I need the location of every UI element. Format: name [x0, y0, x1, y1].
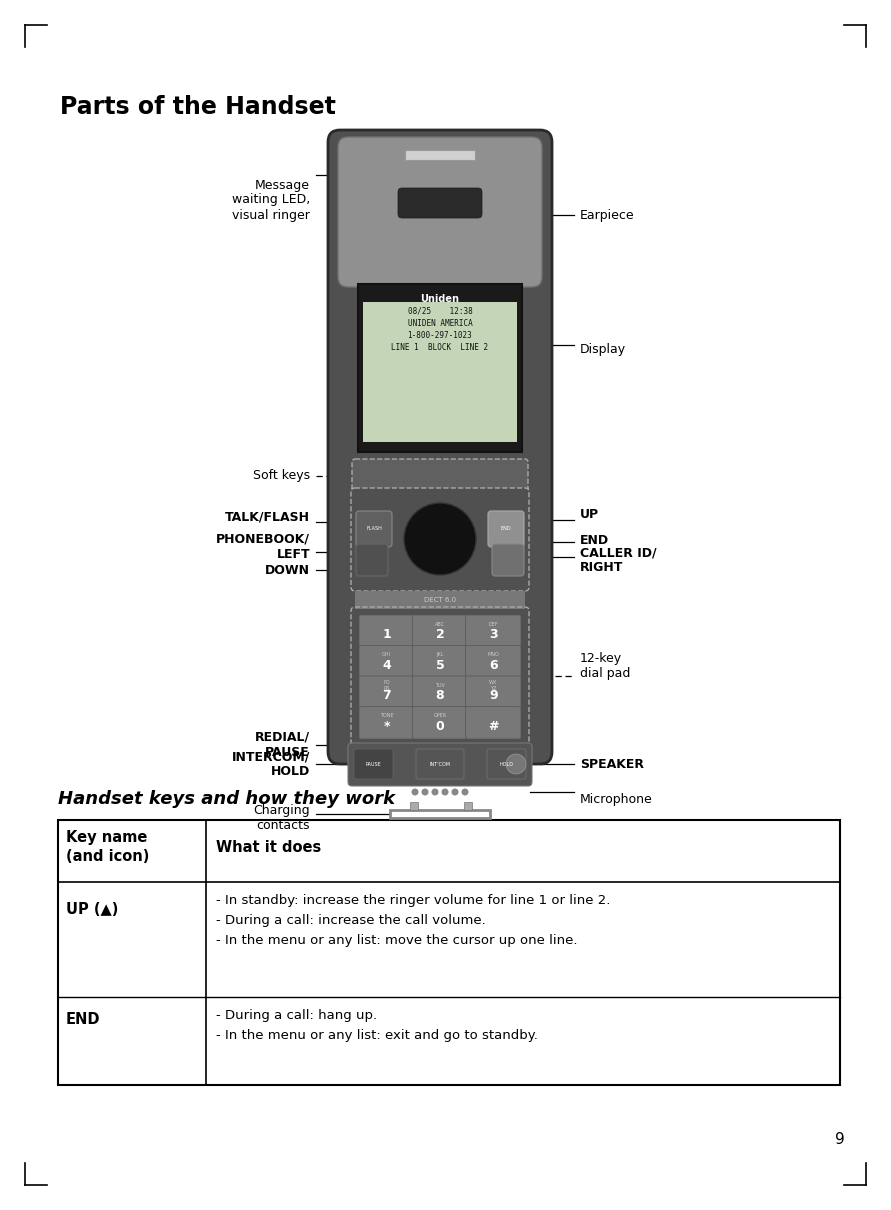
Text: END: END: [66, 1012, 101, 1026]
Text: Microphone: Microphone: [580, 794, 653, 807]
FancyBboxPatch shape: [359, 676, 414, 709]
Text: HOLD: HOLD: [500, 761, 514, 766]
FancyBboxPatch shape: [466, 676, 521, 709]
Text: PQ
RS: PQ RS: [383, 680, 390, 691]
Text: 8: 8: [436, 690, 445, 702]
Text: REDIAL/
PAUSE: REDIAL/ PAUSE: [255, 731, 310, 759]
Bar: [358, 284, 522, 453]
FancyBboxPatch shape: [466, 707, 521, 739]
FancyBboxPatch shape: [413, 615, 468, 647]
FancyBboxPatch shape: [492, 544, 524, 576]
Circle shape: [462, 789, 469, 795]
Text: UP (▲): UP (▲): [66, 903, 119, 917]
Text: ABC: ABC: [435, 622, 445, 627]
FancyBboxPatch shape: [352, 459, 528, 492]
Text: INT'COM: INT'COM: [429, 761, 451, 766]
Text: TUV: TUV: [435, 682, 445, 687]
FancyBboxPatch shape: [359, 645, 414, 678]
Text: END: END: [501, 526, 511, 531]
Text: OPER: OPER: [433, 713, 446, 718]
Text: DEF: DEF: [488, 622, 498, 627]
Text: 0: 0: [436, 720, 445, 733]
Text: 9: 9: [835, 1133, 845, 1147]
FancyBboxPatch shape: [413, 645, 468, 678]
FancyBboxPatch shape: [398, 188, 482, 218]
Text: #: #: [488, 720, 499, 733]
Circle shape: [412, 789, 419, 795]
Text: JKL: JKL: [437, 652, 444, 657]
FancyBboxPatch shape: [413, 707, 468, 739]
Text: PHONEBOOK/
LEFT: PHONEBOOK/ LEFT: [216, 532, 310, 561]
FancyBboxPatch shape: [466, 645, 521, 678]
FancyBboxPatch shape: [328, 129, 552, 764]
Text: Soft keys: Soft keys: [253, 469, 310, 483]
Circle shape: [421, 789, 429, 795]
Circle shape: [404, 503, 476, 575]
Text: TONE: TONE: [380, 713, 394, 718]
FancyBboxPatch shape: [356, 511, 392, 547]
Text: Display: Display: [580, 344, 626, 357]
Text: Uniden: Uniden: [421, 294, 460, 304]
Text: Parts of the Handset: Parts of the Handset: [60, 96, 336, 119]
FancyBboxPatch shape: [338, 137, 542, 287]
Text: 9: 9: [489, 690, 498, 702]
FancyBboxPatch shape: [359, 707, 414, 739]
Text: DOWN: DOWN: [265, 564, 310, 576]
Text: - In standby: increase the ringer volume for line 1 or line 2.
- During a call: : - In standby: increase the ringer volume…: [216, 894, 610, 947]
Text: 6: 6: [489, 658, 498, 672]
Bar: [390, 809, 490, 818]
Text: SPEAKER: SPEAKER: [580, 757, 644, 771]
FancyBboxPatch shape: [413, 676, 468, 709]
FancyBboxPatch shape: [466, 615, 521, 647]
Text: CALLER ID/
RIGHT: CALLER ID/ RIGHT: [580, 546, 657, 574]
Text: 2: 2: [436, 628, 445, 641]
Text: FLASH: FLASH: [366, 526, 382, 531]
Text: 4: 4: [382, 658, 391, 672]
Text: Earpiece: Earpiece: [580, 208, 634, 221]
Text: END: END: [580, 534, 609, 547]
FancyBboxPatch shape: [356, 544, 388, 576]
Text: PAUSE: PAUSE: [365, 761, 380, 766]
Text: 7: 7: [382, 690, 391, 702]
FancyBboxPatch shape: [351, 488, 529, 590]
Bar: [464, 802, 472, 809]
Text: UP: UP: [580, 507, 599, 520]
Text: MNO: MNO: [487, 652, 499, 657]
Text: TALK/FLASH: TALK/FLASH: [225, 511, 310, 524]
Text: 3: 3: [489, 628, 498, 641]
Bar: [58, 820, 840, 1085]
Text: Handset keys and how they work: Handset keys and how they work: [58, 790, 395, 808]
Text: 5: 5: [436, 658, 445, 672]
Circle shape: [452, 789, 459, 795]
Text: What it does: What it does: [216, 840, 322, 855]
Circle shape: [442, 789, 448, 795]
Text: Charging
contacts: Charging contacts: [253, 803, 310, 832]
FancyBboxPatch shape: [487, 749, 526, 779]
Text: 1: 1: [382, 628, 391, 641]
Circle shape: [506, 754, 526, 774]
Text: DECT 6.0: DECT 6.0: [424, 597, 456, 603]
Text: 08/25    12:38
UNIDEN AMERICA
1-800-297-1023
LINE 1  BLOCK  LINE 2: 08/25 12:38 UNIDEN AMERICA 1-800-297-102…: [391, 306, 488, 352]
FancyBboxPatch shape: [348, 743, 532, 786]
Bar: [355, 590, 525, 609]
FancyBboxPatch shape: [354, 749, 393, 779]
FancyBboxPatch shape: [359, 615, 414, 647]
Text: Message
waiting LED,
visual ringer: Message waiting LED, visual ringer: [232, 179, 310, 221]
Text: 12-key
dial pad: 12-key dial pad: [580, 652, 630, 680]
Text: - During a call: hang up.
- In the menu or any list: exit and go to standby.: - During a call: hang up. - In the menu …: [216, 1009, 538, 1042]
Text: INTERCOM/
HOLD: INTERCOM/ HOLD: [232, 750, 310, 778]
Bar: [405, 150, 475, 160]
Bar: [410, 802, 418, 809]
Bar: [363, 302, 517, 442]
FancyBboxPatch shape: [488, 511, 524, 547]
FancyBboxPatch shape: [416, 749, 464, 779]
Text: Key name
(and icon): Key name (and icon): [66, 830, 150, 864]
Text: *: *: [383, 720, 390, 733]
Text: WX
YZ: WX YZ: [489, 680, 497, 691]
Circle shape: [431, 789, 438, 795]
Text: GHI: GHI: [382, 652, 391, 657]
